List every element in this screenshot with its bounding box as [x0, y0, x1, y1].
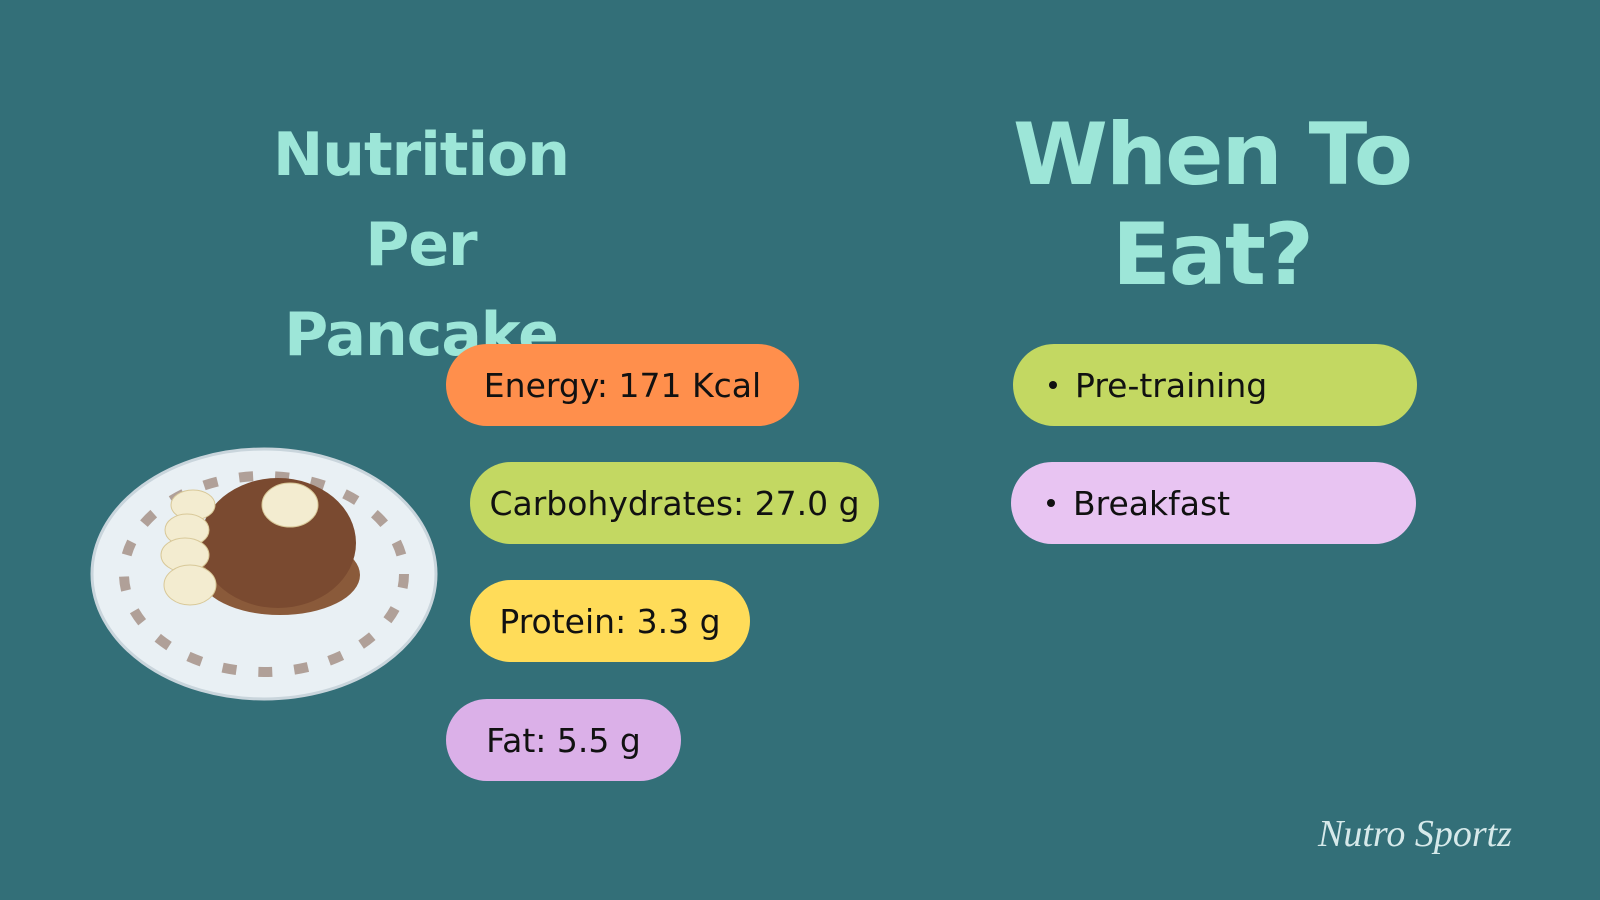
nutrition-title: Nutrition Per Pancake — [273, 120, 570, 370]
bullet — [1049, 381, 1057, 389]
bullet — [1047, 499, 1055, 507]
nutrition-item: Protein: 3.3 g — [470, 580, 750, 662]
logo: Nutro Sportz — [1318, 813, 1512, 855]
nutrition-item: Energy: 171 Kcal — [446, 344, 799, 426]
when-item: Breakfast — [1011, 462, 1416, 544]
when-text: Breakfast — [1073, 483, 1231, 523]
pancake-image — [90, 447, 438, 701]
when-item: Pre-training — [1013, 344, 1417, 426]
nutrition-item: Carbohydrates: 27.0 g — [470, 462, 879, 544]
when-title: When To Eat? — [1013, 105, 1413, 305]
when-text: Pre-training — [1075, 365, 1268, 405]
nutrition-item: Fat: 5.5 g — [446, 699, 681, 781]
